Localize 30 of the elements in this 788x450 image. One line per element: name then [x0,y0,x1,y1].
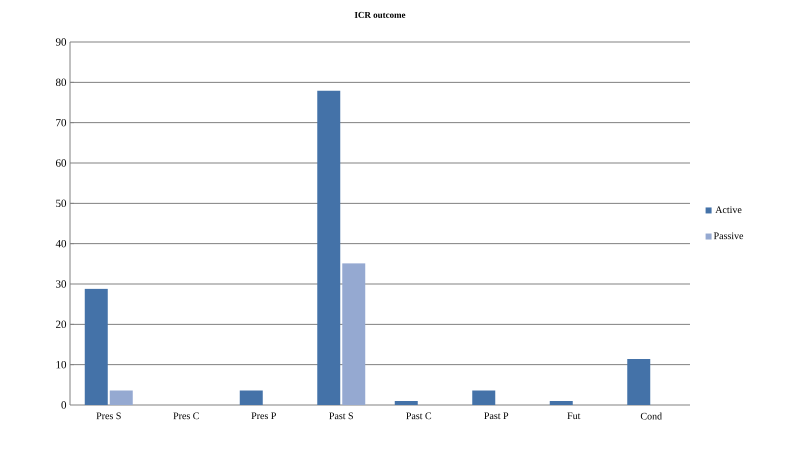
y-tick-label: 30 [56,280,66,288]
y-tick-label: 50 [56,200,66,208]
bar [394,400,418,405]
x-tick-label: Past P [484,412,508,420]
x-tick-label: Cond [640,412,662,420]
bar [110,390,133,405]
y-tick-label: 60 [56,159,66,167]
x-tick-label: Past S [329,412,353,420]
bar [550,400,573,405]
y-tick-label: 10 [56,360,66,368]
bar [627,359,650,405]
y-tick-label: 40 [56,240,66,248]
y-tick-label: 70 [56,118,66,126]
x-tick-label: Fut [567,412,580,420]
bar [84,288,108,405]
y-tick-label: 80 [56,78,66,86]
bar [240,390,263,405]
legend-label: Active [715,206,742,214]
bar [342,263,366,405]
x-tick-label: Pres P [251,412,276,420]
bar [317,90,340,405]
chart-title: ICR outcome [354,12,406,18]
x-tick-label: Pres C [173,412,199,420]
y-tick-label: 20 [56,320,66,328]
x-tick-label: Pres S [96,412,121,420]
y-tick-label: 90 [56,38,66,46]
x-tick-label: Past C [406,412,432,420]
bar [472,390,496,405]
legend-label: Passive [714,232,744,240]
y-tick-label: 0 [61,401,66,409]
